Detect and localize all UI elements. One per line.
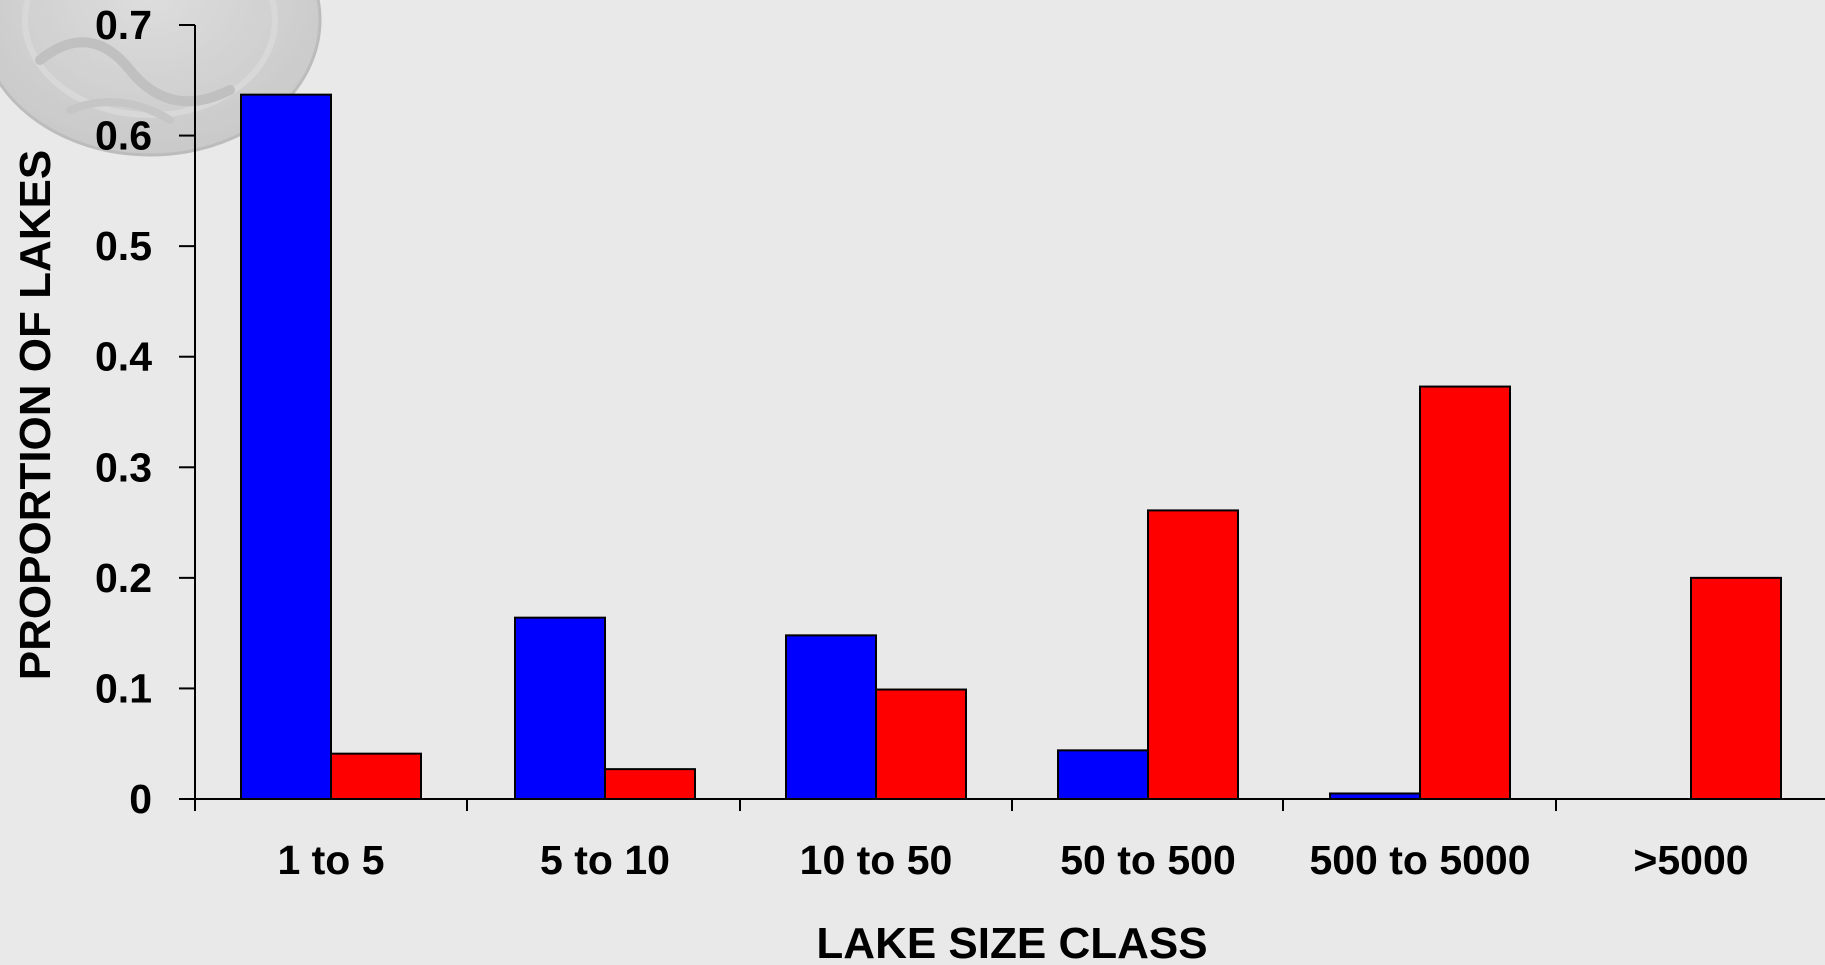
x-tick-label: 5 to 10 — [540, 837, 670, 883]
y-tick-label: 0.5 — [95, 223, 152, 269]
y-axis-ticks: 0 0.1 0.2 0.3 0.4 0.5 0.6 0.7 — [95, 2, 195, 822]
bar-series2-4 — [1419, 385, 1511, 800]
y-tick-label: 0.6 — [95, 113, 152, 159]
axes — [194, 25, 1825, 800]
bar-series2-1 — [604, 768, 696, 800]
x-axis-title: LAKE SIZE CLASS — [816, 919, 1207, 965]
globe-watermark — [0, 0, 322, 157]
y-tick-label: 0.3 — [95, 444, 152, 490]
x-tick-label: 50 to 500 — [1060, 837, 1236, 883]
x-tick-label: >5000 — [1633, 837, 1748, 883]
x-tick-label: 500 to 5000 — [1309, 837, 1530, 883]
x-tick-label: 1 to 5 — [277, 837, 384, 883]
x-tick-label: 10 to 50 — [800, 837, 953, 883]
bar-series2-0 — [330, 752, 422, 800]
bar-series1-1 — [514, 616, 606, 800]
bar-series2-3 — [1147, 509, 1239, 800]
y-tick-label: 0.1 — [95, 665, 152, 711]
y-tick-label: 0.4 — [95, 334, 152, 380]
bar-series2-2 — [875, 688, 967, 801]
bar-series1-0 — [240, 93, 332, 801]
x-axis-ticks: 1 to 5 5 to 10 10 to 50 50 to 500 500 to 500… — [194, 799, 1749, 883]
bars — [240, 93, 1782, 801]
bar-series1-3 — [1057, 749, 1149, 800]
y-tick-label: 0.7 — [95, 2, 152, 48]
bar-series1-2 — [785, 634, 877, 801]
y-axis-title: PROPORTION OF LAKES — [11, 150, 60, 680]
y-tick-label: 0.2 — [95, 555, 152, 601]
y-tick-label: 0 — [129, 776, 152, 822]
bar-series2-5 — [1690, 576, 1782, 800]
